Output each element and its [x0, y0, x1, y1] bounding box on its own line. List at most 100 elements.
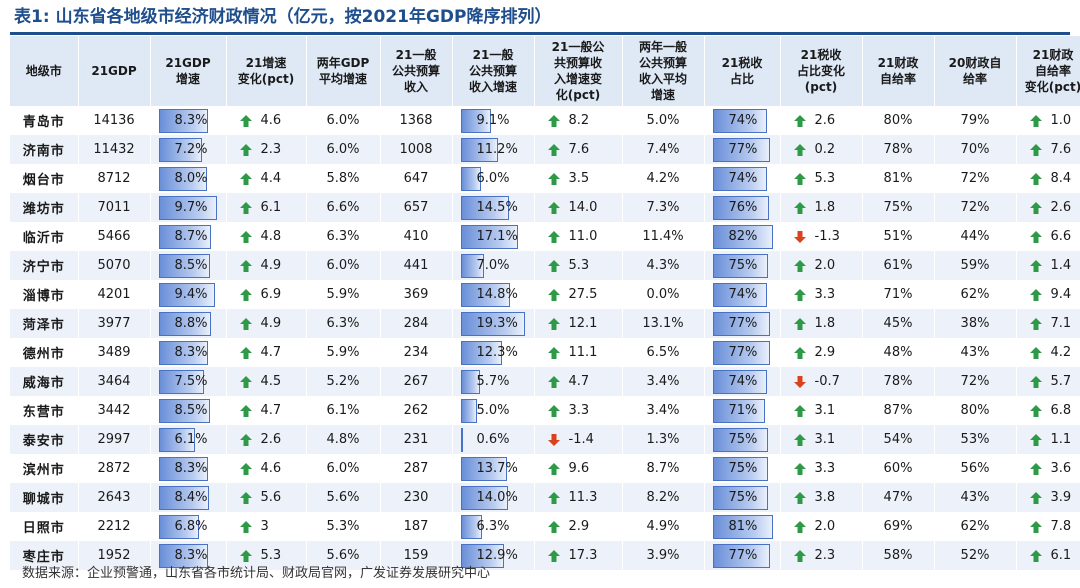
two-year-gdp-growth: 5.8% [306, 164, 381, 193]
gdp-growth-cell: 8.3% [150, 541, 227, 570]
gdp-growth-value: 8.3% [174, 460, 208, 476]
tax-share-value: 75% [728, 431, 758, 447]
gdp-growth-value: 7.5% [174, 373, 208, 389]
tax-share-value: 82% [728, 228, 758, 244]
arrow-up-icon [793, 346, 807, 360]
tax-share-change-value: 1.8 [814, 200, 836, 215]
arrow-up-icon [547, 143, 561, 157]
revenue-growth-value: 6.3% [476, 518, 510, 534]
revenue-growth-change-cell: 17.3 [534, 541, 623, 570]
gdp-value: 1952 [78, 541, 151, 570]
arrow-up-icon [239, 114, 253, 128]
self-sufficiency-change-value: 3.9 [1050, 490, 1072, 505]
revenue-value: 1368 [380, 106, 453, 135]
tax-share-change-value: 2.9 [814, 345, 836, 360]
table-row: 日照市 2212 6.8% 3 5.3% 187 6.3% 2.9 4.9% 81% 2.0 69% 6… [10, 512, 1080, 541]
self-sufficiency-change-value: 7.1 [1050, 316, 1072, 331]
arrow-up-icon [547, 491, 561, 505]
tax-share-value: 74% [728, 112, 758, 128]
arrow-up-icon [793, 317, 807, 331]
tax-share-change-cell: 2.6 [780, 106, 863, 135]
revenue-growth-change-cell: 3.5 [534, 164, 623, 193]
city-name: 临沂市 [10, 222, 79, 251]
growth-change-value: 4.7 [260, 345, 282, 360]
self-sufficiency-21: 71% [862, 280, 935, 309]
tax-share-bar [712, 543, 770, 568]
tax-share-cell: 74% [704, 164, 781, 193]
revenue-growth-change-cell: 27.5 [534, 280, 623, 309]
arrow-up-icon [1029, 549, 1043, 563]
revenue-growth-change-value: 5.3 [568, 258, 590, 273]
tax-share-value: 74% [728, 170, 758, 186]
tax-share-cell: 81% [704, 512, 781, 541]
self-sufficiency-change-cell: 5.7 [1016, 367, 1080, 396]
gdp-growth-cell: 6.1% [150, 425, 227, 454]
self-sufficiency-20: 53% [934, 425, 1017, 454]
tax-share-cell: 75% [704, 251, 781, 280]
self-sufficiency-change-cell: 3.9 [1016, 483, 1080, 512]
revenue-value: 1008 [380, 135, 453, 164]
growth-change-cell: 4.9 [226, 251, 307, 280]
gdp-growth-cell: 8.0% [150, 164, 227, 193]
revenue-value: 441 [380, 251, 453, 280]
gdp-value: 2872 [78, 454, 151, 483]
tax-share-change-cell: 3.1 [780, 396, 863, 425]
tax-share-bar [712, 340, 770, 365]
gdp-growth-value: 6.8% [174, 518, 208, 534]
arrow-up-icon [793, 549, 807, 563]
table-row: 烟台市 8712 8.0% 4.4 5.8% 647 6.0% 3.5 4.2% 74% 5.3 81… [10, 164, 1080, 193]
gdp-growth-bar [158, 485, 209, 510]
revenue-growth-change-cell: 11.1 [534, 338, 623, 367]
gdp-growth-value: 8.3% [174, 344, 208, 360]
tax-share-change-cell: 1.8 [780, 309, 863, 338]
tax-share-value: 77% [728, 547, 758, 563]
arrow-up-icon [547, 375, 561, 389]
two-year-gdp-growth: 6.0% [306, 454, 381, 483]
revenue-growth-bar [460, 137, 499, 162]
gdp-growth-bar [158, 514, 200, 539]
gdp-value: 3464 [78, 367, 151, 396]
self-sufficiency-20: 52% [934, 541, 1017, 570]
table-title: 表1: 山东省各地级市经济财政情况（亿元，按2021年GDP降序排列） [14, 4, 551, 30]
tax-share-bar [712, 311, 770, 336]
table-row: 济南市 11432 7.2% 2.3 6.0% 1008 11.2% 7.6 7.4% 77% 0.… [10, 135, 1080, 164]
gdp-growth-cell: 7.5% [150, 367, 227, 396]
growth-change-value: 5.6 [260, 490, 282, 505]
self-sufficiency-21: 80% [862, 106, 935, 135]
revenue-value: 647 [380, 164, 453, 193]
two-year-revenue-growth: 8.2% [622, 483, 705, 512]
arrow-up-icon [1029, 346, 1043, 360]
revenue-growth-cell: 5.0% [452, 396, 535, 425]
table-row: 德州市 3489 8.3% 4.7 5.9% 234 12.3% 11.1 6.5% 77% 2.9… [10, 338, 1080, 367]
arrow-up-icon [793, 491, 807, 505]
revenue-growth-change-value: 17.3 [568, 548, 598, 563]
revenue-growth-value: 5.7% [476, 373, 510, 389]
tax-share-change-value: 3.1 [814, 403, 836, 418]
revenue-growth-bar [460, 340, 502, 365]
tax-share-bar [712, 514, 773, 539]
revenue-growth-change-value: 11.0 [568, 229, 598, 244]
gdp-value: 14136 [78, 106, 151, 135]
city-name: 威海市 [10, 367, 79, 396]
gdp-growth-bar [158, 137, 202, 162]
revenue-growth-cell: 14.8% [452, 280, 535, 309]
growth-change-cell: 4.7 [226, 338, 307, 367]
arrow-up-icon [239, 462, 253, 476]
tax-share-change-value: 3.3 [814, 461, 836, 476]
growth-change-cell: 4.6 [226, 454, 307, 483]
two-year-gdp-growth: 6.1% [306, 396, 381, 425]
revenue-growth-change-value: 2.9 [568, 519, 590, 534]
gdp-growth-bar [158, 543, 209, 568]
arrow-up-icon [239, 201, 253, 215]
growth-change-cell: 6.1 [226, 193, 307, 222]
tax-share-change-cell: 2.3 [780, 541, 863, 570]
revenue-growth-value: 9.1% [476, 112, 510, 128]
revenue-value: 159 [380, 541, 453, 570]
two-year-revenue-growth: 7.3% [622, 193, 705, 222]
arrow-up-icon [547, 201, 561, 215]
tax-share-change-cell: 3.8 [780, 483, 863, 512]
revenue-growth-value: 19.3% [476, 315, 518, 331]
revenue-growth-value: 6.0% [476, 170, 510, 186]
revenue-value: 657 [380, 193, 453, 222]
city-name: 泰安市 [10, 425, 79, 454]
